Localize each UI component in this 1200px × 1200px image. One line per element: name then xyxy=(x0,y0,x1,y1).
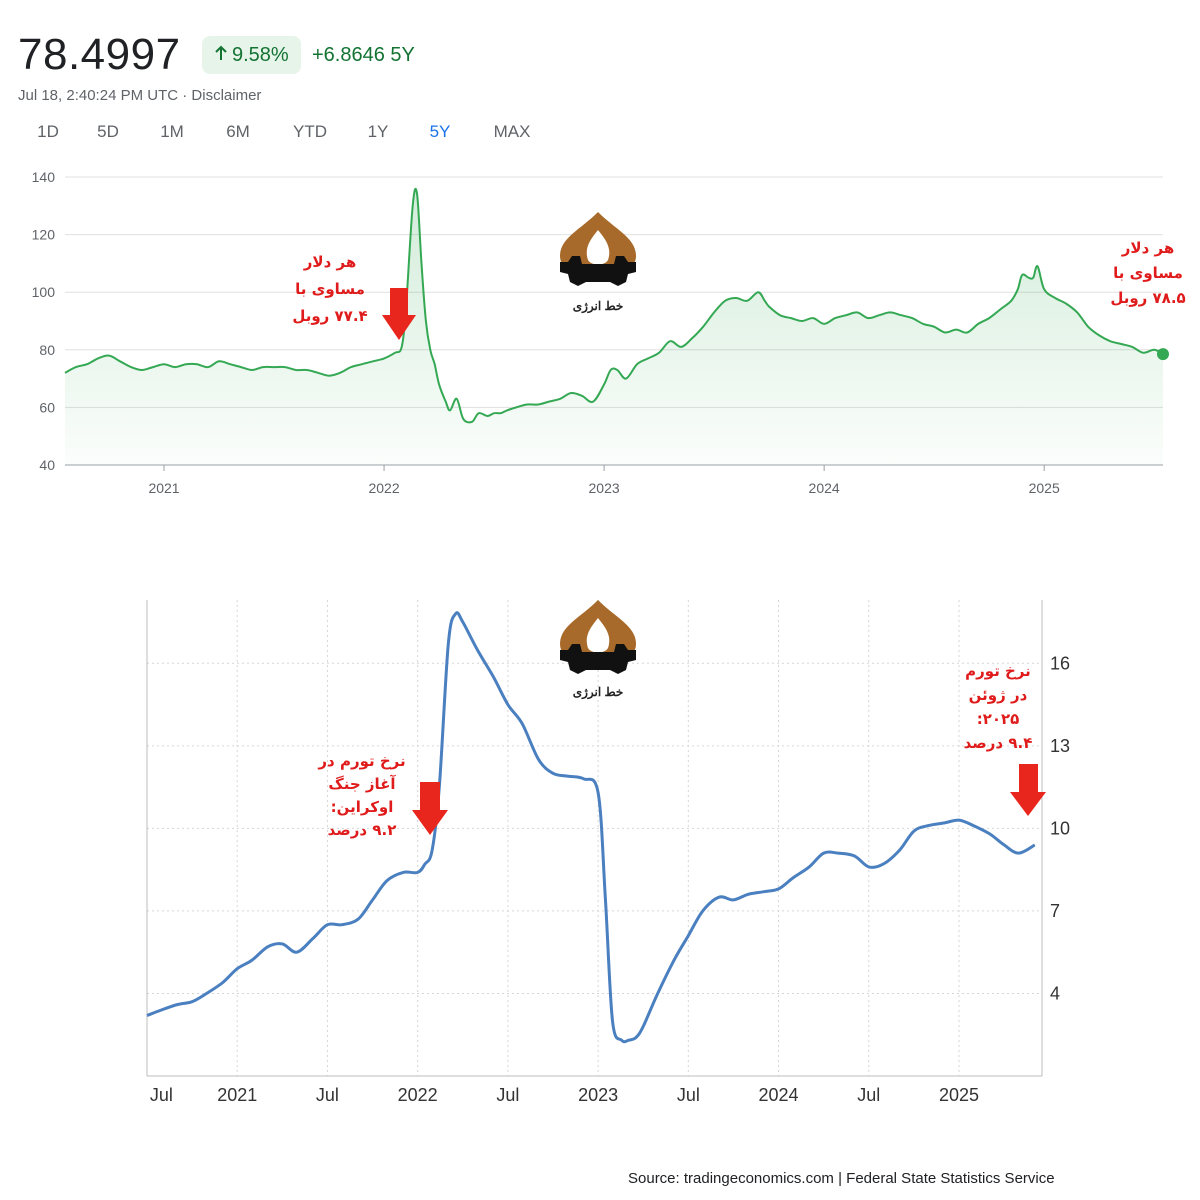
x-tick-label: Jul xyxy=(496,1085,519,1105)
x-tick-label: 2023 xyxy=(589,480,620,496)
x-tick-label: 2022 xyxy=(398,1085,438,1105)
y-tick-label: 120 xyxy=(32,227,56,243)
y-tick-label: 10 xyxy=(1050,818,1070,838)
y-tick-label: 13 xyxy=(1050,736,1070,756)
range-6m[interactable]: 6M xyxy=(226,122,250,141)
annotation-line: ۷۸.۵ روبل xyxy=(1110,289,1185,307)
usd-rub-chart: 140 120 100 80 60 40 2021 2022 2023 2024… xyxy=(32,169,1186,496)
x-tick-label: 2022 xyxy=(368,480,399,496)
range-5y[interactable]: 5Y xyxy=(429,122,451,141)
annotation-line: نرخ تورم xyxy=(965,662,1031,680)
y-tick-label: 4 xyxy=(1050,983,1060,1003)
inflation-chart: 16 13 10 7 4 Jul 2021 Jul 2022 Jul 2023 … xyxy=(146,600,1070,1105)
annotation-line: نرخ تورم در xyxy=(317,752,405,770)
change-absolute-value: +6.8646 5Y xyxy=(312,44,415,66)
annotation-line: آغاز جنگ xyxy=(328,775,396,793)
x-tick-label: 2023 xyxy=(578,1085,618,1105)
red-down-arrow-icon xyxy=(412,782,448,835)
khat-energy-logo: خط انرژی xyxy=(560,600,636,700)
x-tick-label: Jul xyxy=(316,1085,339,1105)
range-1m[interactable]: 1M xyxy=(160,122,184,141)
price-area-fill xyxy=(65,188,1163,466)
x-axis: Jul 2021 Jul 2022 Jul 2023 Jul 2024 Jul … xyxy=(150,1085,979,1105)
y-tick-label: 60 xyxy=(39,399,55,415)
change-percent-badge: 9.58% xyxy=(202,36,301,74)
x-tick-label: Jul xyxy=(150,1085,173,1105)
y-tick-label: 80 xyxy=(39,342,55,358)
inflation-series-line xyxy=(146,611,1036,1044)
range-ytd[interactable]: YTD xyxy=(293,122,327,141)
price-value: 78.4997 xyxy=(18,30,181,79)
annotation-left: نرخ تورم در آغاز جنگ اوکراین: ۹.۲ درصد xyxy=(317,752,448,839)
y-tick-label: 16 xyxy=(1050,653,1070,673)
timestamp: Jul 18, 2:40:24 PM UTC · Disclaimer xyxy=(18,87,262,104)
annotation-right: نرخ تورم در ژوئن ۲۰۲۵: ۹.۴ درصد xyxy=(964,662,1046,816)
annotation-line: مساوی با xyxy=(1113,264,1183,282)
arrow-up-icon xyxy=(214,36,228,74)
price-series-line xyxy=(64,187,1164,424)
change-percent-value: 9.58% xyxy=(232,44,289,66)
annotation-line: در ژوئن xyxy=(969,686,1028,704)
annotation-line: ۲۰۲۵: xyxy=(977,710,1020,728)
red-down-arrow-icon xyxy=(1010,764,1046,816)
range-1y[interactable]: 1Y xyxy=(367,122,389,141)
range-1d[interactable]: 1D xyxy=(37,122,59,141)
grid xyxy=(146,600,1043,1077)
y-tick-label: 140 xyxy=(32,169,56,185)
x-tick-label: Jul xyxy=(677,1085,700,1105)
y-tick-label: 40 xyxy=(39,457,55,473)
annotation-line: هر دلار xyxy=(303,253,356,271)
y-tick-label: 100 xyxy=(32,284,56,300)
x-tick-label: 2025 xyxy=(1029,480,1060,496)
range-selector: 1D 5D 1M 6M YTD 1Y 5Y MAX xyxy=(22,120,554,144)
x-tick-label: 2024 xyxy=(759,1085,799,1105)
annotation-line: هر دلار xyxy=(1121,239,1174,257)
range-max[interactable]: MAX xyxy=(493,122,531,141)
x-tick-label: 2025 xyxy=(939,1085,979,1105)
range-5d[interactable]: 5D xyxy=(97,122,119,141)
khat-energy-logo: خط انرژی xyxy=(560,212,636,314)
x-axis: 2021 2022 2023 2024 2025 xyxy=(148,480,1060,496)
logo-text: خط انرژی xyxy=(573,299,624,314)
annotation-line: ۹.۴ درصد xyxy=(964,734,1033,752)
source-note: Source: tradingeconomics.com | Federal S… xyxy=(628,1170,1055,1187)
annotation-right: هر دلار مساوی با ۷۸.۵ روبل xyxy=(1110,239,1185,307)
x-tick-label: 2024 xyxy=(809,480,840,496)
y-tick-label: 7 xyxy=(1050,901,1060,921)
x-tick-label: 2021 xyxy=(217,1085,257,1105)
annotation-line: مساوی با xyxy=(295,280,365,298)
logo-text: خط انرژی xyxy=(573,685,624,700)
annotation-left: هر دلار مساوی با ۷۷.۴ روبل xyxy=(292,253,416,340)
x-tick-label: Jul xyxy=(857,1085,880,1105)
current-price-marker xyxy=(1157,348,1169,361)
annotation-line: ۹.۲ درصد xyxy=(328,821,397,839)
x-tick-label: 2021 xyxy=(148,480,179,496)
annotation-line: ۷۷.۴ روبل xyxy=(292,307,367,325)
annotation-line: اوکراین: xyxy=(331,798,394,816)
red-down-arrow-icon xyxy=(382,288,416,340)
y-axis: 140 120 100 80 60 40 xyxy=(32,169,56,473)
y-axis: 16 13 10 7 4 xyxy=(1050,653,1070,1003)
